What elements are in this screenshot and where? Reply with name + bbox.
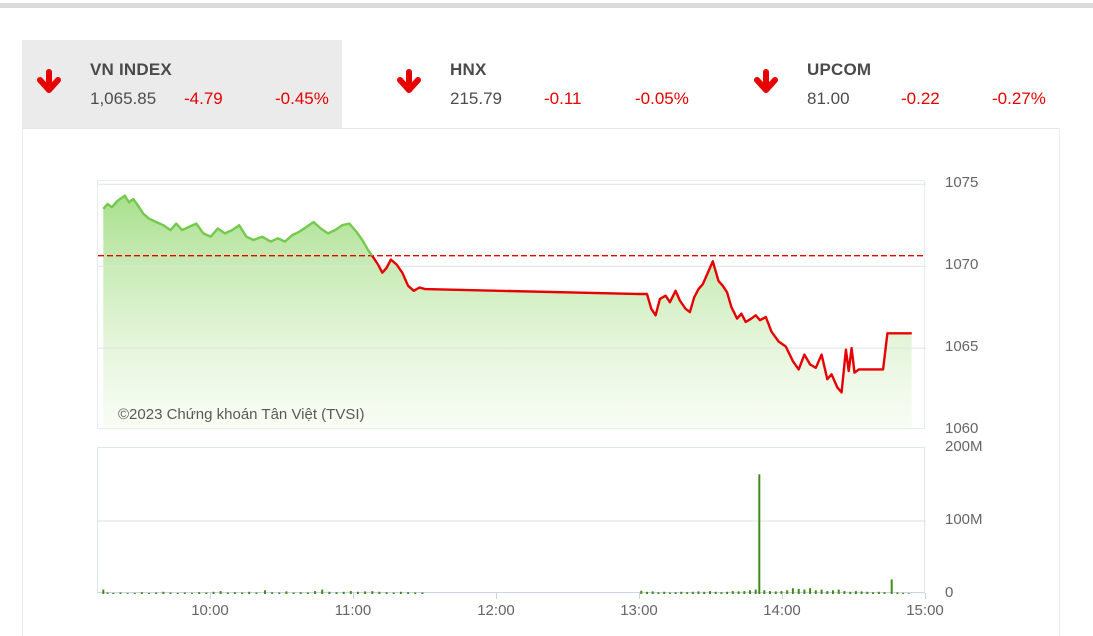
tab-upcom[interactable]: UPCOM 81.00 -0.22 -0.27% [702,40,1060,128]
x-axis-label: 15:00 [906,602,944,619]
tab-content: HNX 215.79 -0.11 -0.05% [450,60,689,109]
price-area-fill [103,195,912,430]
index-change-pct: -0.05% [635,88,689,108]
price-chart-svg [98,183,926,430]
volume-bars [102,474,910,594]
volume-y-axis-label: 0 [945,584,954,601]
down-arrow-icon [36,68,62,100]
tab-content: UPCOM 81.00 -0.22 -0.27% [807,60,1046,109]
down-arrow-icon [396,68,422,100]
index-tabs: VN INDEX 1,065.85 -4.79 -0.45% HNX 215.79 -… [22,40,1060,129]
x-axis-tick [782,593,783,599]
index-change: -4.79 [184,88,223,108]
down-arrow-icon [753,68,779,100]
index-values: 1,065.85 -4.79 -0.45% [90,89,329,109]
x-axis-tick [353,593,354,599]
copyright-watermark: ©2023 Chứng khoán Tân Việt (TVSI) [118,406,365,423]
index-change-pct: -0.45% [275,88,329,108]
x-axis-tick [210,593,211,599]
index-name: HNX [450,59,487,79]
index-values: 81.00 -0.22 -0.27% [807,89,1046,109]
index-values: 215.79 -0.11 -0.05% [450,89,689,109]
volume-chart-svg [98,474,926,594]
x-axis-label: 14:00 [763,602,801,619]
price-y-axis-label: 1065 [945,338,979,356]
volume-chart[interactable] [97,447,926,594]
x-axis-tick [639,593,640,599]
index-name: UPCOM [807,59,872,79]
card-right-border [1059,128,1060,636]
x-axis-tick [496,593,497,599]
index-change: -0.22 [901,88,940,108]
x-axis-label: 10:00 [191,602,229,619]
x-axis-label: 11:00 [334,602,372,619]
price-line-below-reference [370,255,912,394]
index-value: 81.00 [807,88,850,108]
tab-vn-index[interactable]: VN INDEX 1,065.85 -4.79 -0.45% [22,40,342,128]
x-axis-tick [925,593,926,599]
index-change: -0.11 [544,88,582,108]
tab-hnx[interactable]: HNX 215.79 -0.11 -0.05% [342,40,702,128]
price-y-axis-label: 1060 [945,420,979,437]
price-y-axis-label: 1070 [945,256,979,274]
index-value: 215.79 [450,88,502,108]
card-left-border [22,128,23,636]
price-chart[interactable] [97,180,926,430]
index-value: 1,065.85 [90,88,157,108]
index-name: VN INDEX [90,59,172,79]
tab-content: VN INDEX 1,065.85 -4.79 -0.45% [90,60,329,109]
x-axis-label: 13:00 [620,602,658,619]
price-y-axis-label: 1075 [945,174,979,192]
top-divider [0,3,1093,8]
index-change-pct: -0.27% [992,88,1046,108]
volume-y-axis-label: 200M [945,438,983,455]
x-axis-label: 12:00 [477,602,515,619]
volume-y-axis-label: 100M [945,511,983,528]
price-line-above-reference [102,194,374,256]
